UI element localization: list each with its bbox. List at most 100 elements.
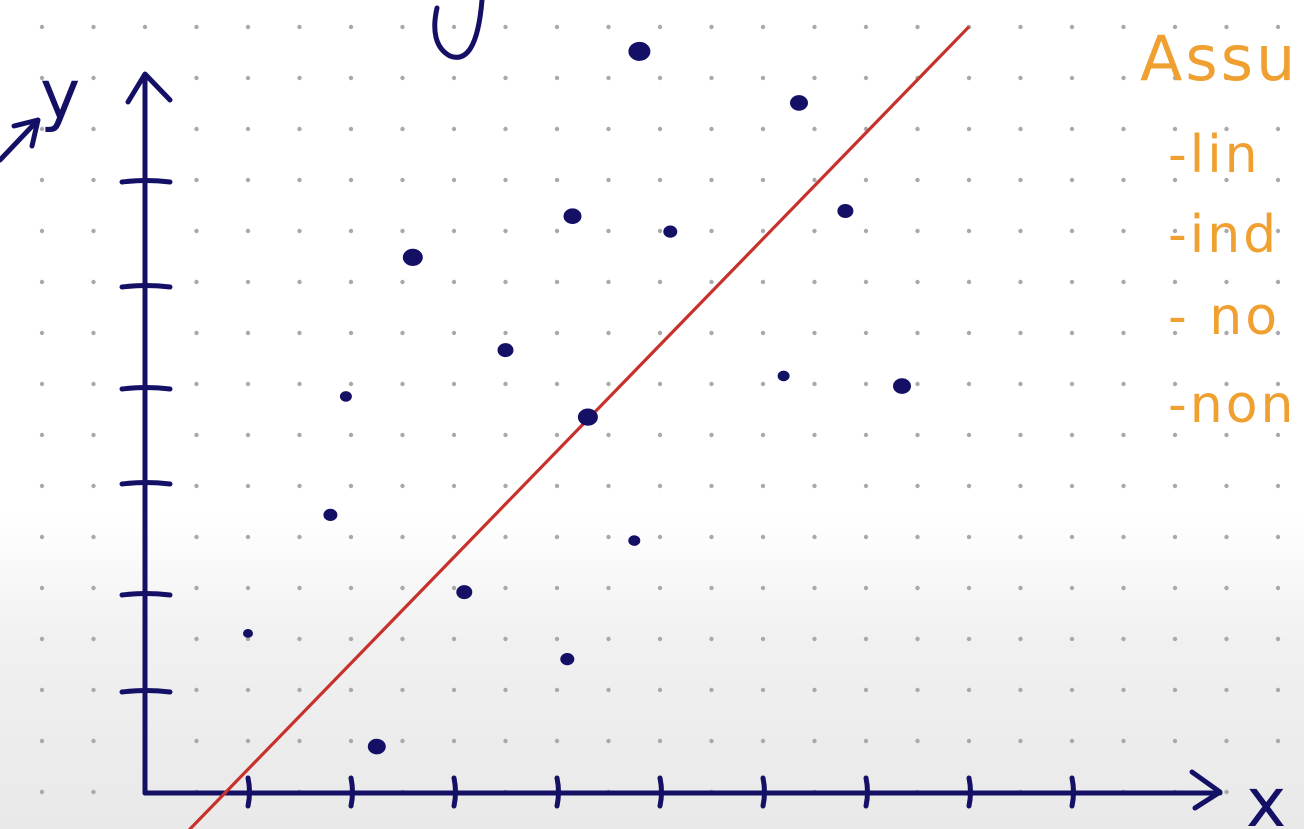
grid-dot (39, 279, 45, 285)
grid-dot (1275, 228, 1281, 234)
grid-dot (760, 177, 766, 183)
grid-dot (1275, 636, 1281, 642)
grid-dot (297, 483, 302, 489)
grid-dot (451, 330, 457, 336)
corner-axis-label: y (40, 56, 80, 135)
grid-dot (39, 228, 45, 234)
grid-dot (245, 636, 251, 642)
grid-dot (245, 279, 251, 285)
grid-dot (709, 279, 714, 285)
assumptions-notes: Assu -lin -ind - no -non (1140, 22, 1295, 435)
grid-dot (39, 687, 45, 693)
grid-dot (1018, 483, 1023, 489)
y-tick (119, 178, 173, 185)
grid-dot (709, 381, 714, 387)
grid-dot (194, 177, 199, 183)
scatter-point (339, 391, 352, 402)
grid-dot (400, 24, 405, 30)
y-axis-arrow-icon (125, 71, 173, 105)
grid-dot (348, 483, 354, 489)
grid-dot (194, 738, 199, 744)
grid-dot (245, 228, 251, 234)
x-axis-label: x (1246, 764, 1286, 829)
grid-dot (1069, 585, 1075, 591)
grid-dot (194, 636, 199, 642)
grid-dot (1069, 228, 1075, 234)
grid-dot (915, 738, 920, 744)
grid-dot (1224, 177, 1229, 183)
grid-dot (554, 177, 560, 183)
grid-dot (194, 432, 199, 438)
grid-dot (39, 177, 45, 183)
grid-dot (1172, 738, 1178, 744)
grid-dot (503, 75, 508, 81)
grid-dot (915, 483, 920, 489)
grid-dot (503, 228, 508, 234)
grid-dot (1069, 126, 1075, 132)
grid-dot (400, 75, 405, 81)
regression-line (187, 25, 971, 829)
grid-dot (1275, 585, 1281, 591)
grid-dot (39, 330, 45, 336)
grid-dot (606, 381, 611, 387)
grid-dot (91, 24, 96, 30)
grid-dot (297, 75, 302, 81)
grid-dot (1121, 432, 1126, 438)
grid-dot (657, 534, 663, 540)
grid-dot (297, 177, 302, 183)
grid-dot (1224, 687, 1229, 693)
grid-dot (1018, 75, 1023, 81)
grid-dot (1224, 381, 1229, 387)
grid-dot (91, 228, 96, 234)
grid-dot (554, 687, 560, 693)
grid-dot (915, 330, 920, 336)
grid-dot (760, 534, 766, 540)
grid-dot (915, 585, 920, 591)
grid-dot (451, 24, 457, 30)
grid-dot (451, 687, 457, 693)
grid-dot (1224, 432, 1229, 438)
grid-dot (348, 24, 354, 30)
scatter-point (663, 225, 678, 238)
grid-dot (503, 585, 508, 591)
grid-dot (348, 381, 354, 387)
grid-dot (760, 432, 766, 438)
scatter-point (456, 585, 473, 600)
y-tick (119, 591, 173, 598)
grid-dot (297, 126, 302, 132)
grid-dot (451, 483, 457, 489)
grid-dot (348, 534, 354, 540)
grid-dot (1018, 534, 1023, 540)
grid-dot (657, 636, 663, 642)
grid-dot (39, 75, 45, 81)
grid-dot (812, 534, 817, 540)
grid-dot (812, 24, 817, 30)
grid-dot (966, 381, 972, 387)
grid-dot (91, 330, 96, 336)
grid-dot (194, 228, 199, 234)
grid-dot (1069, 381, 1075, 387)
grid-dot (1172, 483, 1178, 489)
notes-item-2: -ind (1168, 205, 1279, 265)
y-tick (119, 480, 173, 487)
grid-dot (760, 330, 766, 336)
grid-dot (451, 228, 457, 234)
x-tick (245, 775, 252, 809)
grid-dot (348, 75, 354, 81)
grid-dot (709, 75, 714, 81)
grid-dot (709, 330, 714, 336)
grid-dot (348, 330, 354, 336)
grid-dot (194, 24, 199, 30)
grid-dot (400, 279, 405, 285)
grid-dot (606, 228, 611, 234)
grid-dot (812, 330, 817, 336)
grid-dot (297, 534, 302, 540)
grid-dot (245, 738, 251, 744)
y-axis (119, 71, 173, 796)
grid-dot (297, 24, 302, 30)
grid-dot (400, 381, 405, 387)
grid-dot (1275, 738, 1281, 744)
grid-dot (812, 177, 817, 183)
grid-dot (554, 432, 560, 438)
grid-dot (812, 228, 817, 234)
